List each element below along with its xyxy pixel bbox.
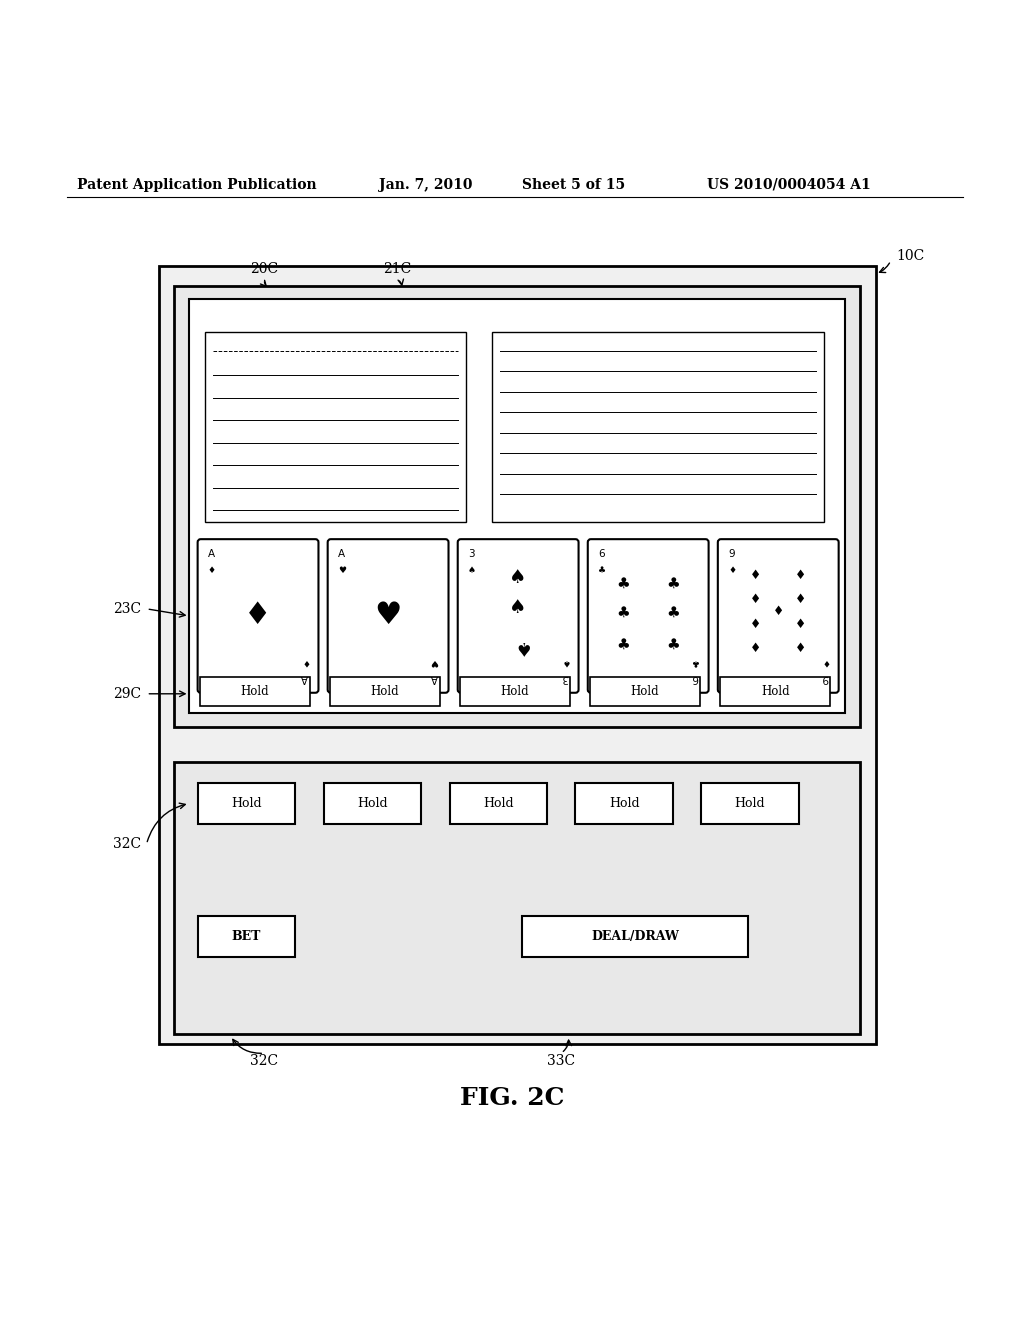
Text: 9: 9 [822, 672, 828, 682]
Bar [590, 677, 700, 706]
Text: ♦: ♦ [208, 566, 216, 574]
Text: ♥: ♥ [375, 602, 401, 631]
Text: ♣: ♣ [616, 576, 631, 590]
Text: ♠: ♠ [509, 598, 527, 618]
Text: Hold: Hold [735, 797, 765, 810]
Text: 32C: 32C [114, 837, 141, 851]
Bar [575, 783, 673, 824]
Text: 21C: 21C [383, 261, 412, 276]
Text: Jan. 7, 2010: Jan. 7, 2010 [379, 178, 472, 191]
Text: 32C: 32C [250, 1055, 279, 1068]
Text: ♦: ♦ [796, 593, 806, 606]
Text: ♣: ♣ [616, 605, 631, 619]
Text: ♦: ♦ [751, 569, 761, 582]
Text: ♦: ♦ [300, 657, 308, 667]
Text: BET: BET [231, 931, 261, 942]
Text: Hold: Hold [609, 797, 639, 810]
Text: ♥: ♥ [430, 657, 438, 667]
Text: ♠: ♠ [509, 568, 527, 586]
Bar [189, 298, 845, 713]
Text: ♦: ♦ [796, 569, 806, 582]
Text: 3: 3 [562, 672, 568, 682]
Bar [324, 783, 421, 824]
Bar [200, 677, 310, 706]
Text: ♣: ♣ [690, 657, 698, 667]
FancyBboxPatch shape [718, 539, 839, 693]
Text: FIG. 2C: FIG. 2C [460, 1086, 564, 1110]
Text: ♦: ♦ [751, 618, 761, 631]
Bar [205, 333, 466, 521]
Text: 9: 9 [728, 549, 734, 560]
Bar [198, 916, 295, 957]
Text: ♣: ♣ [598, 566, 606, 574]
Text: Hold: Hold [483, 797, 513, 810]
Text: 23C: 23C [114, 602, 141, 616]
Text: 6: 6 [692, 672, 698, 682]
Text: 29C: 29C [114, 686, 141, 701]
Text: A: A [301, 672, 308, 682]
FancyBboxPatch shape [328, 539, 449, 693]
Text: A: A [208, 549, 215, 560]
Bar [174, 763, 860, 1034]
Text: ♦: ♦ [751, 643, 761, 655]
Text: ♦: ♦ [751, 593, 761, 606]
Bar [450, 783, 547, 824]
Text: ♣: ♣ [666, 576, 680, 590]
Text: Patent Application Publication: Patent Application Publication [77, 178, 316, 191]
Bar [522, 916, 748, 957]
Bar [701, 783, 799, 824]
FancyBboxPatch shape [588, 539, 709, 693]
Text: ♣: ♣ [616, 638, 631, 652]
Text: 33C: 33C [547, 1055, 575, 1068]
Bar [492, 333, 824, 521]
Text: Hold: Hold [501, 685, 529, 698]
FancyBboxPatch shape [198, 539, 318, 693]
Text: 6: 6 [598, 549, 604, 560]
Text: A: A [338, 549, 345, 560]
Text: ♠: ♠ [509, 638, 527, 656]
Text: Hold: Hold [241, 685, 269, 698]
Text: ♣: ♣ [666, 638, 680, 652]
Text: ♦: ♦ [773, 606, 783, 618]
Bar [198, 783, 295, 824]
Text: Hold: Hold [231, 797, 261, 810]
Text: ♦: ♦ [245, 602, 271, 631]
Bar [720, 677, 830, 706]
Bar [159, 265, 876, 1044]
Text: ♦: ♦ [796, 618, 806, 631]
Text: A: A [431, 672, 438, 682]
Text: ♠: ♠ [560, 657, 568, 667]
Text: 10C: 10C [896, 248, 925, 263]
FancyBboxPatch shape [458, 539, 579, 693]
Text: ♦: ♦ [796, 643, 806, 655]
Text: ♦: ♦ [728, 566, 736, 574]
Text: 20C: 20C [250, 261, 279, 276]
Text: 3: 3 [468, 549, 474, 560]
Text: ♠: ♠ [468, 566, 476, 574]
Text: US 2010/0004054 A1: US 2010/0004054 A1 [707, 178, 870, 191]
Text: Hold: Hold [371, 685, 399, 698]
Bar [174, 286, 860, 726]
Bar [460, 677, 570, 706]
Bar [330, 677, 440, 706]
Text: ♣: ♣ [666, 605, 680, 619]
Text: Hold: Hold [631, 685, 659, 698]
Text: ♥: ♥ [338, 566, 346, 574]
Text: Hold: Hold [761, 685, 790, 698]
Text: Sheet 5 of 15: Sheet 5 of 15 [522, 178, 626, 191]
Text: DEAL/DRAW: DEAL/DRAW [591, 931, 679, 942]
Text: Hold: Hold [357, 797, 387, 810]
Text: ♦: ♦ [820, 657, 828, 667]
